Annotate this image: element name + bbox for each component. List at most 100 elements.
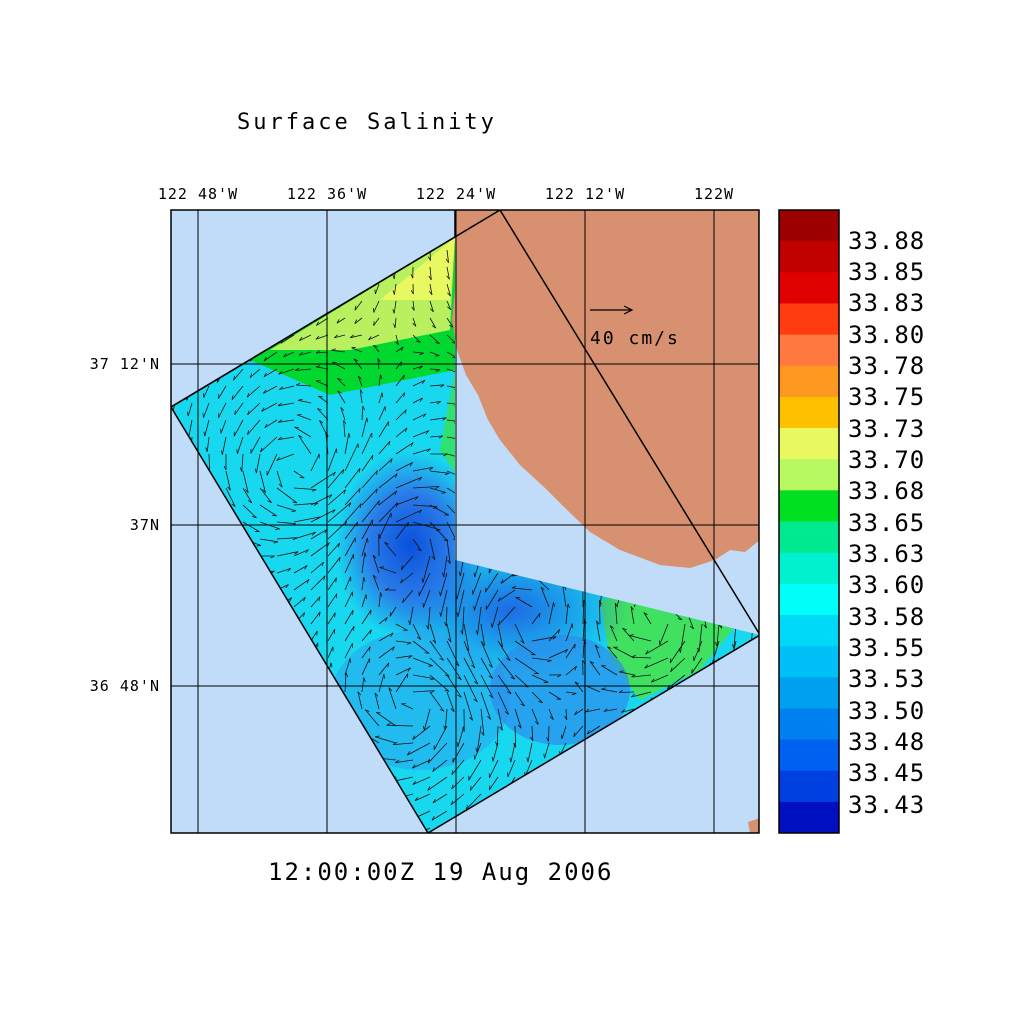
velocity-arrow	[497, 674, 512, 695]
velocity-arrowhead	[260, 447, 263, 453]
velocity-arrow	[242, 487, 253, 504]
velocity-arrow	[594, 644, 601, 659]
velocity-arrowhead	[390, 458, 393, 464]
velocity-arrowhead	[618, 690, 624, 693]
velocity-arrow	[343, 420, 346, 438]
velocity-arrowhead	[574, 665, 577, 671]
colorbar	[778, 209, 840, 834]
velocity-arrow	[378, 490, 397, 506]
velocity-arrowhead	[422, 602, 424, 608]
velocity-arrow	[336, 317, 346, 324]
velocity-arrowhead	[715, 641, 718, 647]
velocity-arrowhead	[423, 725, 425, 731]
lat-tick-label: 36 48'N	[89, 677, 160, 695]
velocity-arrowhead	[596, 620, 600, 625]
velocity-arrowhead	[430, 678, 435, 681]
velocity-arrowhead	[419, 397, 423, 402]
velocity-arrow	[310, 453, 320, 472]
colorbar-frame	[778, 209, 840, 834]
velocity-arrow	[445, 606, 448, 627]
velocity-arrowhead	[247, 430, 249, 435]
velocity-arrow	[468, 759, 482, 781]
velocity-arrow	[585, 708, 601, 713]
velocity-arrow	[299, 334, 312, 341]
velocity-arrow	[562, 584, 567, 608]
velocity-arrowhead	[336, 319, 340, 324]
velocity-arrowhead	[466, 837, 468, 841]
velocity-arrowhead	[442, 572, 445, 577]
velocity-arrow	[295, 368, 312, 371]
velocity-arrow	[401, 703, 414, 710]
velocity-arrow	[293, 470, 305, 479]
velocity-arrowhead	[689, 625, 694, 630]
velocity-arrowhead	[337, 390, 342, 394]
velocity-arrow	[315, 334, 329, 340]
colorbar-label: 33.85	[848, 258, 926, 286]
velocity-arrow	[361, 629, 372, 642]
velocity-arrowhead	[428, 275, 432, 281]
velocity-arrow	[488, 776, 499, 791]
velocity-arrowhead	[553, 602, 555, 607]
velocity-arrow	[378, 646, 395, 659]
velocity-arrow	[395, 759, 414, 764]
velocity-arrow	[485, 589, 499, 611]
velocity-arrowhead	[395, 759, 400, 764]
velocity-arrowhead	[603, 708, 608, 712]
velocity-arrow	[246, 385, 261, 398]
velocity-arrow	[350, 334, 363, 339]
velocity-arrow	[344, 443, 359, 472]
velocity-arrowhead	[444, 689, 450, 692]
velocity-arrowhead	[239, 467, 243, 472]
velocity-arrowhead	[450, 708, 455, 712]
velocity-arrow	[373, 300, 380, 313]
velocity-arrowhead	[441, 492, 446, 494]
velocity-arrowhead	[220, 450, 223, 455]
velocity-arrowhead	[445, 258, 449, 263]
velocity-arrowhead	[342, 469, 345, 474]
lon-tick-label: 122 48'W	[157, 185, 239, 203]
velocity-arrowhead	[335, 593, 338, 599]
velocity-arrowhead	[338, 557, 341, 562]
velocity-arrow	[452, 742, 465, 763]
velocity-arrowhead	[354, 305, 357, 311]
velocity-arrowhead	[348, 502, 352, 507]
velocity-arrow	[429, 657, 450, 677]
velocity-arrow	[446, 283, 451, 297]
velocity-arrow	[631, 691, 652, 698]
velocity-arrowhead	[312, 489, 317, 492]
velocity-arrowhead	[247, 410, 250, 415]
velocity-arrowhead	[571, 838, 572, 842]
velocity-arrowhead	[369, 646, 371, 652]
velocity-arrowhead	[332, 471, 336, 477]
velocity-arrow	[440, 572, 448, 597]
velocity-arrow	[361, 454, 374, 472]
velocity-arrowhead	[368, 336, 372, 341]
velocity-arrowhead	[261, 407, 265, 412]
velocity-arrow	[327, 448, 337, 472]
velocity-arrowhead	[489, 694, 494, 699]
velocity-arrow	[429, 435, 443, 438]
velocity-arrow	[716, 623, 720, 647]
velocity-arrowhead	[315, 335, 320, 340]
velocity-arrowhead	[330, 662, 333, 668]
velocity-arrow	[477, 606, 482, 635]
velocity-arrow	[582, 619, 585, 642]
velocity-arrowhead	[450, 800, 454, 806]
velocity-arrow	[361, 577, 365, 591]
velocity-arrowhead	[318, 611, 321, 617]
velocity-arrow	[427, 776, 448, 791]
velocity-arrow	[601, 688, 618, 693]
velocity-arrowhead	[408, 655, 413, 659]
velocity-arrowhead	[297, 414, 302, 416]
velocity-arrow	[651, 674, 669, 683]
velocity-arrowhead	[447, 638, 452, 643]
velocity-arrowhead	[571, 693, 577, 696]
lat-tick-label: 37N	[129, 516, 160, 534]
velocity-arrowhead	[447, 292, 451, 297]
velocity-arrow	[432, 759, 448, 772]
velocity-arrowhead	[444, 621, 447, 627]
velocity-arrowhead	[446, 275, 450, 280]
velocity-arrowhead	[264, 423, 268, 428]
velocity-arrow	[218, 402, 227, 418]
colorbar-swatch	[779, 708, 839, 741]
